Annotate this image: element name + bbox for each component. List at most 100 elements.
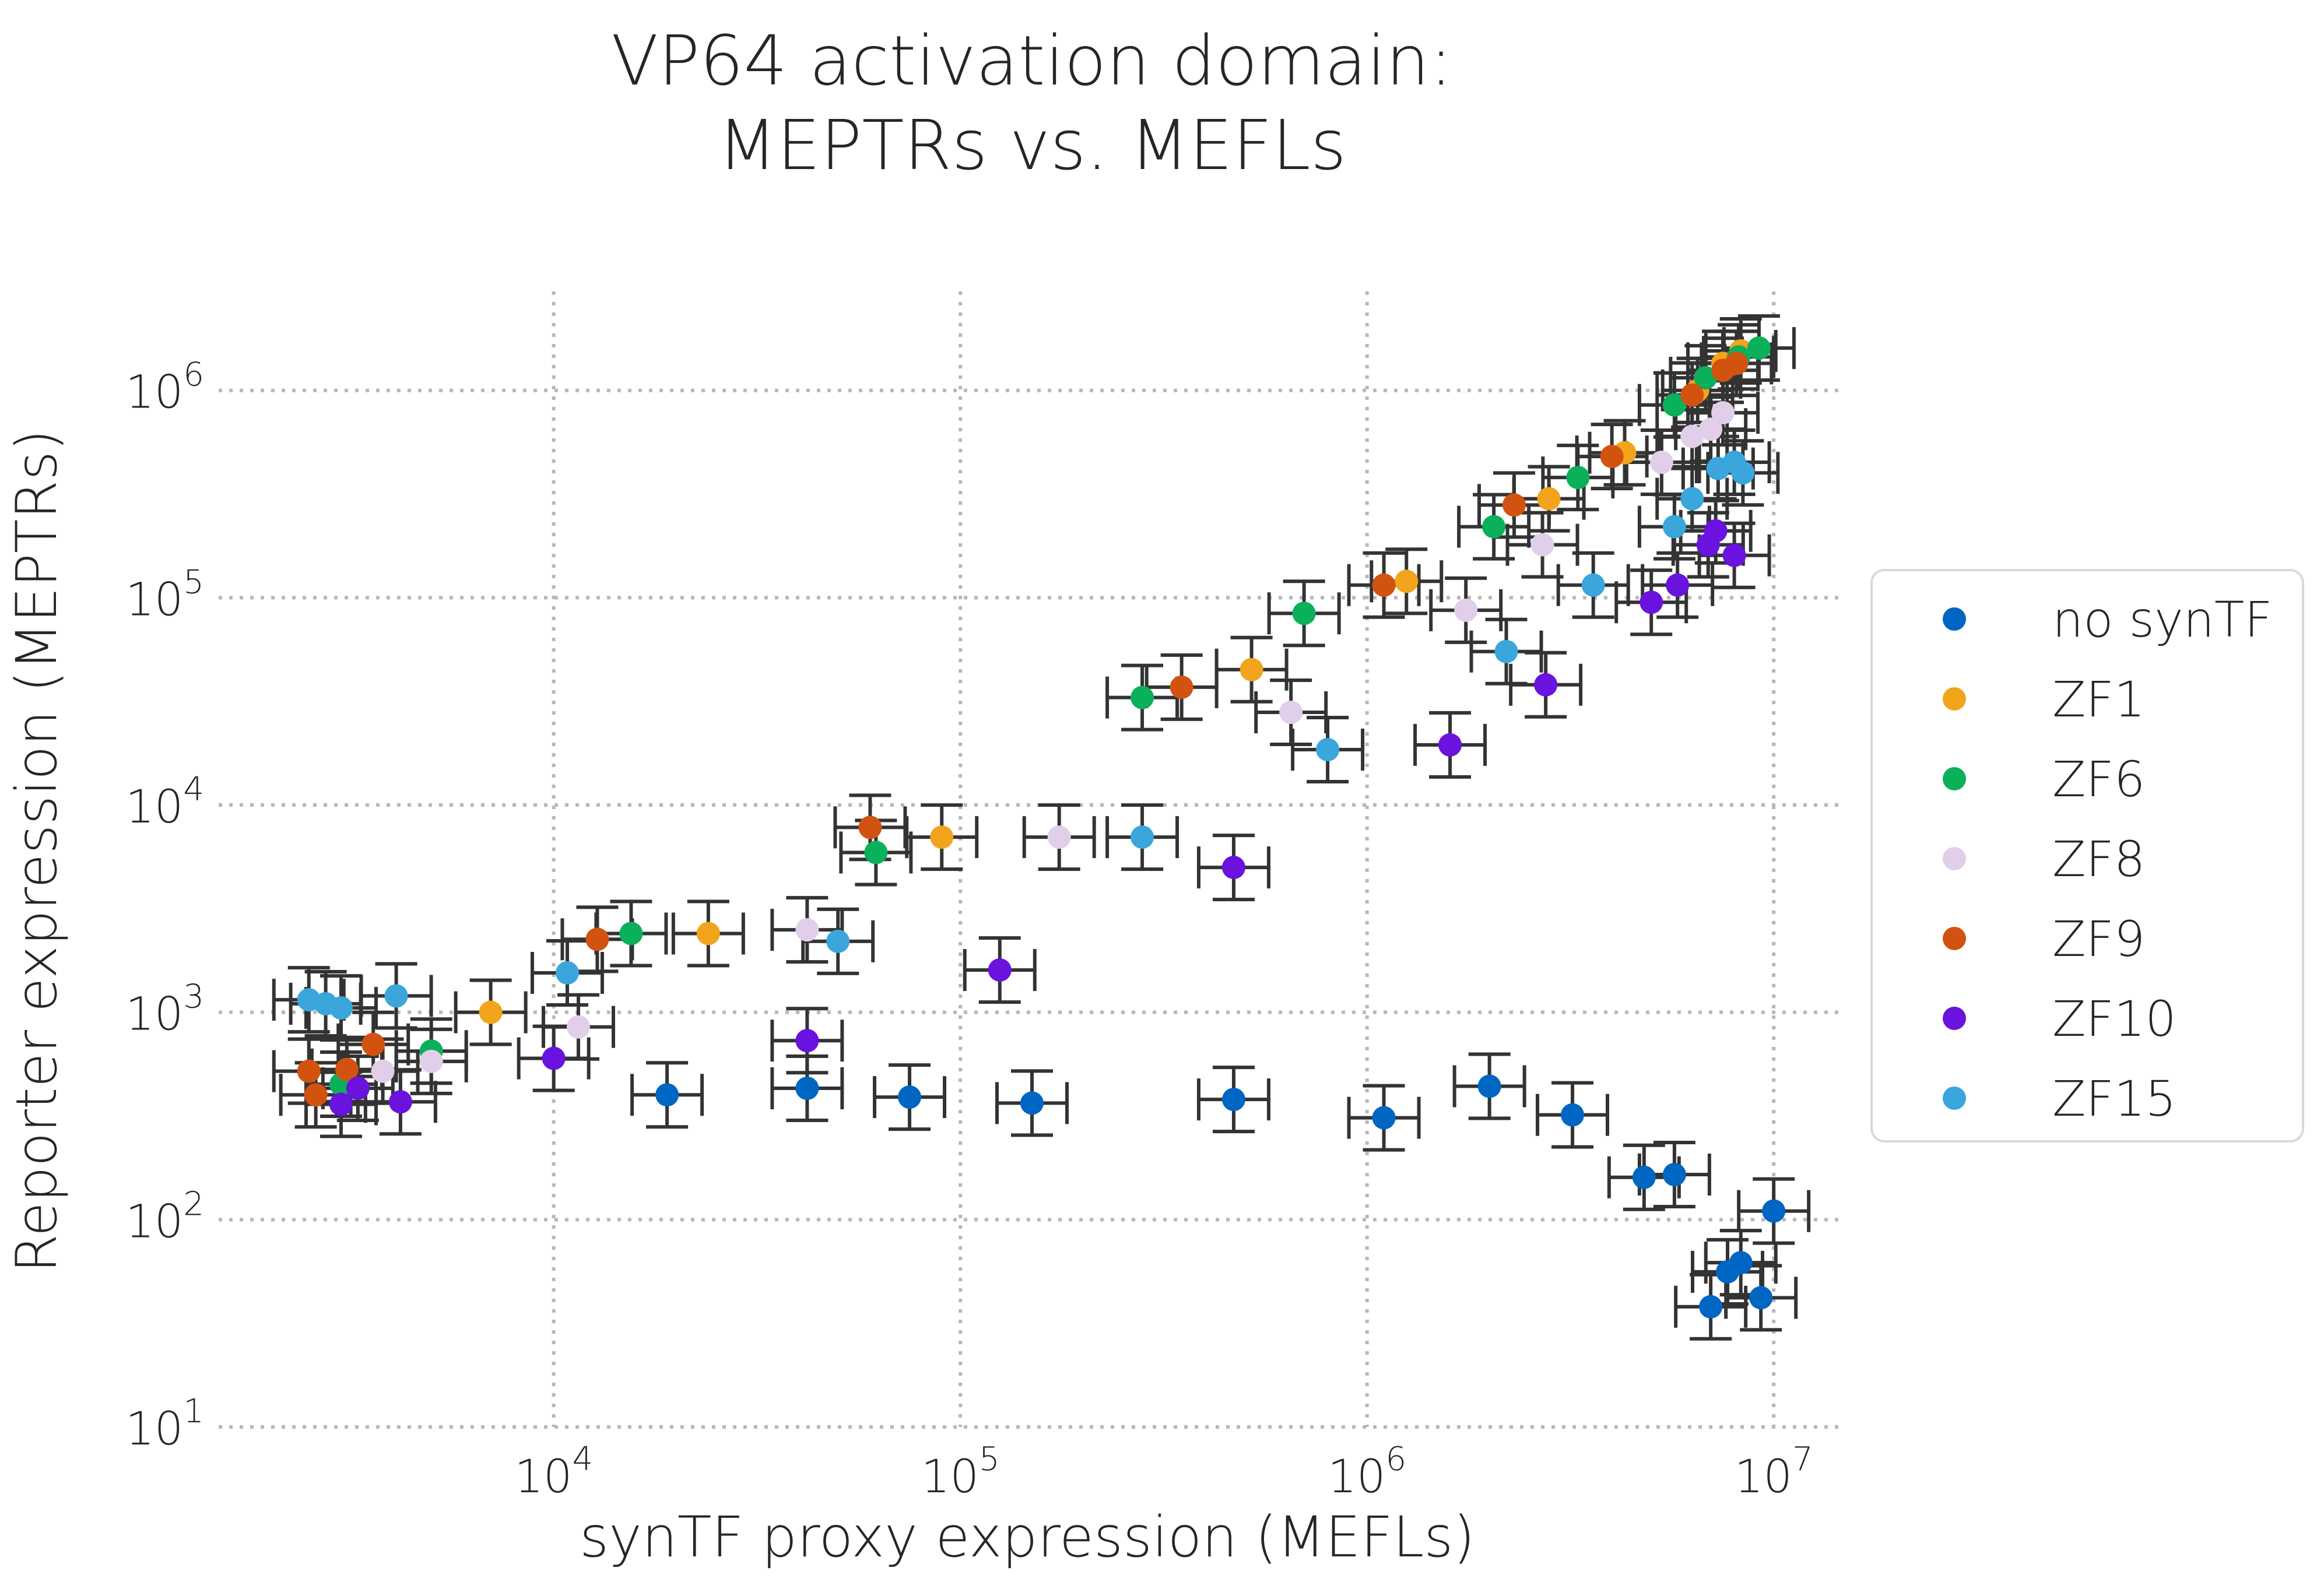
- point-zf1-4: [1395, 570, 1419, 593]
- legend-marker-zf6: [1943, 767, 1966, 790]
- legend-item-zf1: ZF1: [1943, 671, 2145, 728]
- point-zf6-4: [1131, 685, 1154, 709]
- point-zf1-2: [930, 825, 954, 849]
- error-bar-no-syntf-6: [1452, 1052, 1526, 1120]
- point-zf15-8: [1494, 639, 1518, 663]
- y-tick-label-1: 102: [125, 1185, 204, 1248]
- point-zf9-1: [304, 1083, 328, 1107]
- point-zf6-11: [1747, 336, 1771, 360]
- point-zf1-5: [1537, 487, 1561, 511]
- point-zf1-0: [479, 1000, 503, 1024]
- point-zf10-3: [542, 1046, 566, 1070]
- y-tick-label-3: 104: [125, 771, 204, 834]
- legend: no synTF ZF1 ZF6 ZF8 ZF9 ZF10 ZF15: [1870, 569, 2304, 1142]
- legend-items: no synTF ZF1 ZF6 ZF8 ZF9 ZF10 ZF15: [1943, 591, 2273, 1127]
- point-zf6-5: [1292, 602, 1316, 625]
- point-zf8-6: [1454, 598, 1478, 622]
- point-no-syntf-6: [1477, 1074, 1501, 1098]
- legend-label-zf8: ZF8: [2052, 831, 2145, 888]
- point-zf8-0: [371, 1059, 395, 1083]
- point-zf6-3: [864, 841, 888, 864]
- point-zf10-5: [988, 958, 1012, 982]
- point-no-syntf-5: [1372, 1106, 1396, 1130]
- point-zf9-5: [858, 815, 882, 839]
- point-no-syntf-3: [1020, 1091, 1044, 1115]
- point-zf15-14: [1731, 461, 1755, 485]
- point-zf1-1: [696, 922, 720, 945]
- point-zf10-4: [795, 1029, 819, 1053]
- legend-label-zf10: ZF10: [2052, 990, 2176, 1047]
- legend-label-zf15: ZF15: [2052, 1070, 2176, 1127]
- point-zf9-9: [1600, 445, 1624, 469]
- point-zf15-5: [826, 929, 850, 953]
- legend-marker-zf10: [1943, 1007, 1966, 1030]
- error-bar-no-syntf-7: [1536, 1081, 1610, 1149]
- point-zf8-9: [1680, 424, 1704, 448]
- point-no-syntf-4: [1221, 1088, 1245, 1112]
- point-no-syntf-1: [795, 1077, 819, 1101]
- point-zf10-6: [1221, 856, 1245, 880]
- legend-item-zf15: ZF15: [1943, 1070, 2176, 1127]
- legend-marker-zf15: [1943, 1087, 1966, 1110]
- point-zf9-10: [1680, 383, 1704, 407]
- chart-title-line-1: VP64 activation domain:: [611, 20, 1452, 101]
- legend-label-no-syntf: no synTF: [2052, 591, 2273, 648]
- point-zf6-2: [619, 922, 643, 945]
- legend-label-zf1: ZF1: [2052, 671, 2145, 728]
- point-zf10-13: [1722, 543, 1746, 567]
- point-zf9-2: [335, 1057, 359, 1081]
- point-zf15-4: [555, 961, 579, 985]
- point-layer: [297, 336, 1786, 1319]
- point-zf10-1: [346, 1077, 370, 1101]
- error-bar-zf9-8: [1477, 471, 1551, 539]
- point-zf10-9: [1640, 590, 1663, 614]
- point-no-syntf-14: [1762, 1199, 1786, 1223]
- point-zf9-0: [297, 1059, 321, 1083]
- point-zf6-6: [1482, 515, 1506, 539]
- point-zf8-8: [1649, 451, 1673, 474]
- point-no-syntf-13: [1749, 1286, 1773, 1310]
- legend-item-zf6: ZF6: [1943, 751, 2145, 808]
- point-no-syntf-2: [898, 1085, 922, 1109]
- point-zf8-5: [1279, 700, 1303, 724]
- legend-item-no-syntf: no synTF: [1943, 591, 2273, 648]
- point-no-syntf-8: [1632, 1165, 1656, 1189]
- error-bar-zf15-4: [530, 938, 604, 1007]
- point-zf1-3: [1240, 658, 1263, 681]
- legend-item-zf9: ZF9: [1943, 911, 2145, 968]
- legend-marker-zf8: [1943, 847, 1966, 870]
- point-zf15-7: [1316, 737, 1340, 761]
- point-zf8-11: [1711, 401, 1735, 425]
- y-tick-label-4: 105: [125, 563, 204, 626]
- x-axis-label: synTF proxy expression (MEFLs): [580, 1504, 1475, 1570]
- point-zf15-9: [1581, 573, 1605, 597]
- point-zf9-8: [1502, 493, 1526, 517]
- point-zf8-7: [1530, 533, 1554, 557]
- point-no-syntf-0: [655, 1083, 679, 1107]
- legend-label-zf9: ZF9: [2052, 911, 2145, 968]
- legend-marker-zf9: [1943, 927, 1966, 950]
- point-zf15-11: [1680, 487, 1704, 511]
- error-bar-zf1-1: [671, 899, 745, 968]
- error-bar-zf1-0: [454, 978, 528, 1046]
- error-bar-layer: [272, 314, 1811, 1341]
- point-zf9-3: [361, 1032, 385, 1056]
- point-zf10-8: [1534, 673, 1558, 697]
- point-zf15-2: [329, 996, 353, 1020]
- point-zf10-12: [1704, 519, 1728, 543]
- y-axis-label: Reporter expression (MEPTRs): [4, 429, 69, 1272]
- x-tick-label-2: 106: [1328, 1440, 1406, 1503]
- point-zf9-6: [1170, 675, 1193, 699]
- error-bar-zf8-4: [1022, 803, 1096, 871]
- point-zf10-7: [1438, 733, 1462, 757]
- point-zf6-7: [1566, 466, 1590, 490]
- point-zf15-10: [1662, 515, 1686, 539]
- point-zf10-2: [388, 1090, 412, 1114]
- point-no-syntf-10: [1699, 1295, 1723, 1319]
- point-zf9-7: [1372, 573, 1396, 597]
- point-zf9-4: [585, 927, 609, 951]
- point-zf15-3: [384, 984, 408, 1008]
- point-no-syntf-9: [1662, 1162, 1686, 1186]
